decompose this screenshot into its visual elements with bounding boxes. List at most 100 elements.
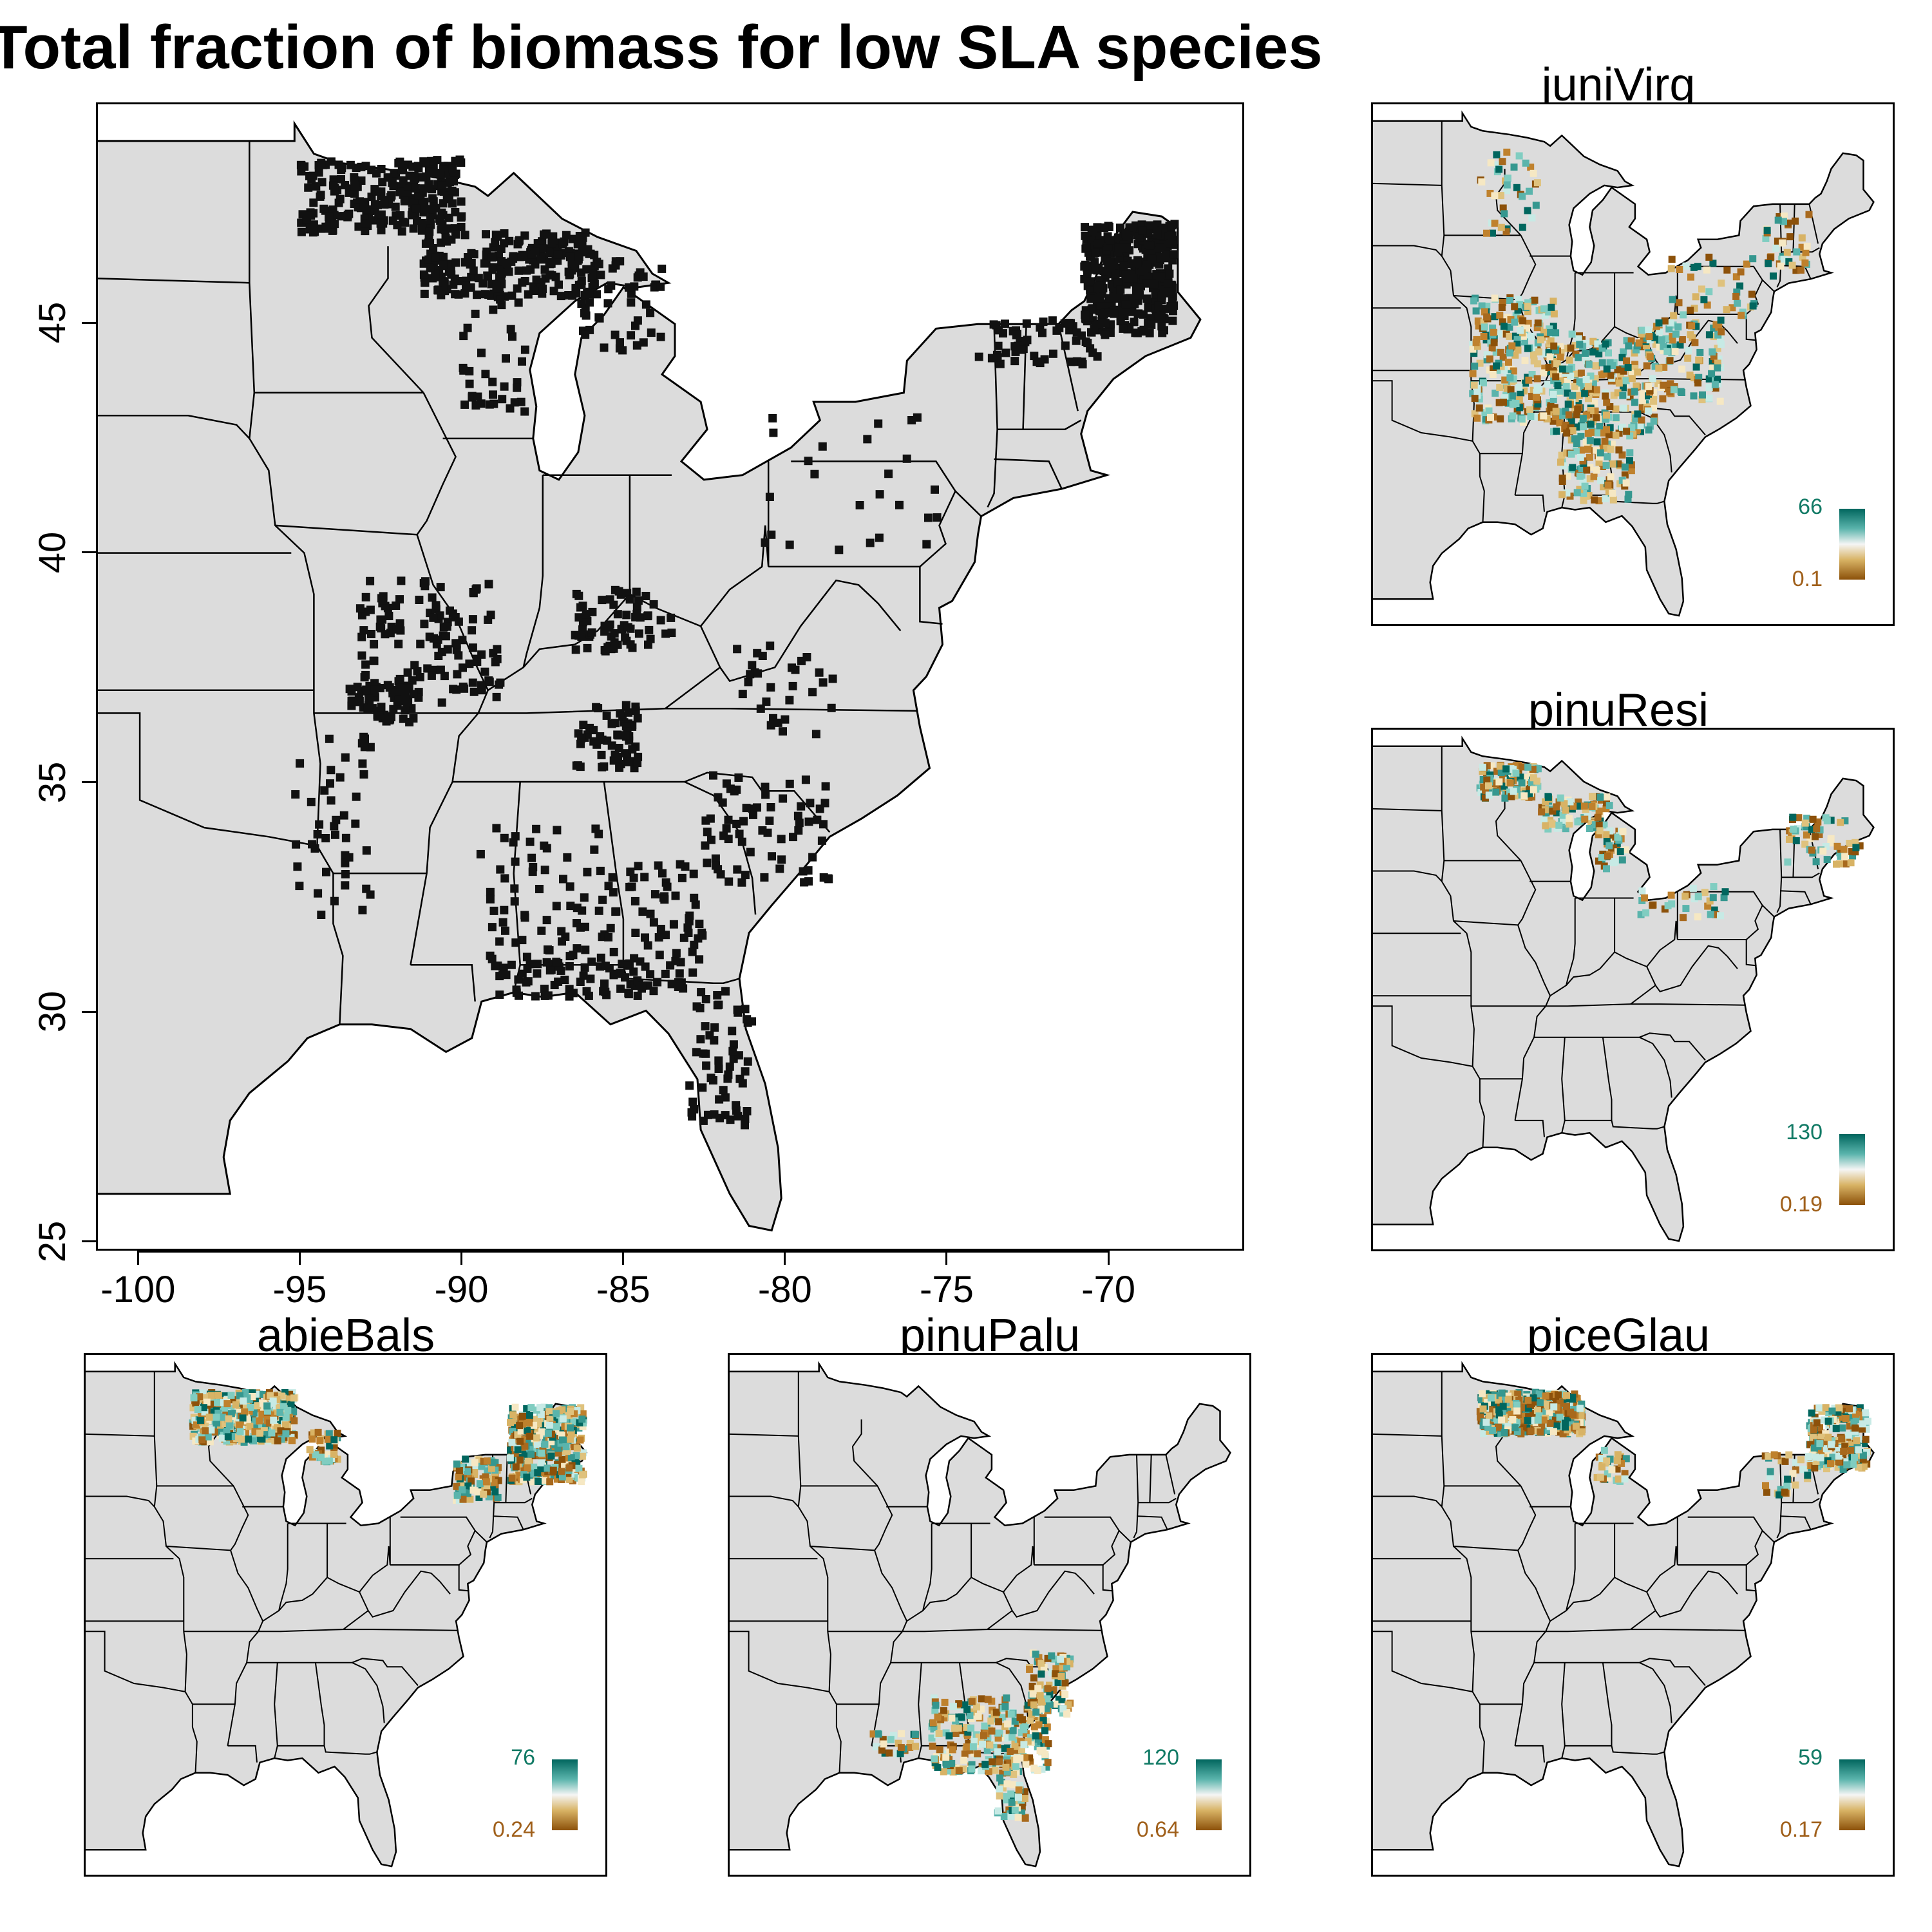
plot-point	[511, 938, 520, 947]
plot-point	[491, 1488, 499, 1496]
plot-point	[1543, 1426, 1550, 1434]
plot-point	[1802, 249, 1810, 256]
plot-point	[512, 1463, 520, 1471]
plot-point	[1551, 1390, 1558, 1398]
plot-point	[994, 1807, 1002, 1815]
plot-point	[513, 284, 522, 293]
plot-point	[1593, 466, 1600, 474]
plot-point	[1512, 312, 1520, 319]
plot-point	[1638, 327, 1646, 334]
plot-point	[489, 305, 498, 314]
plot-point	[490, 1479, 498, 1486]
plot-point	[1705, 288, 1713, 296]
plot-point	[1009, 1733, 1016, 1741]
plot-point	[350, 182, 359, 191]
plot-point	[316, 192, 325, 201]
plot-point	[728, 1046, 737, 1056]
plot-point	[498, 918, 507, 927]
plot-point	[1146, 241, 1155, 250]
plot-point	[1038, 1765, 1046, 1773]
plot-point	[611, 907, 620, 916]
plot-point	[884, 469, 893, 478]
plot-point	[274, 1437, 281, 1444]
plot-point	[346, 160, 355, 169]
plot-point	[1652, 341, 1660, 348]
plot-point	[594, 906, 603, 915]
plot-point	[428, 205, 437, 214]
plot-point	[828, 674, 837, 683]
plot-point	[454, 651, 463, 660]
plot-point	[322, 867, 330, 876]
plot-point	[1533, 375, 1541, 383]
plot-point	[451, 230, 460, 239]
plot-point	[1603, 365, 1611, 373]
plot-point	[1634, 426, 1641, 433]
plot-point	[961, 1701, 968, 1709]
plot-point	[549, 287, 558, 296]
plot-point	[743, 1015, 752, 1024]
plot-point	[482, 1478, 490, 1486]
plot-point	[1481, 409, 1489, 417]
plot-point	[330, 220, 339, 229]
plot-point	[933, 513, 942, 522]
plot-point	[1032, 1651, 1039, 1658]
plot-point	[395, 187, 404, 196]
plot-point	[626, 640, 635, 649]
plot-point	[485, 677, 494, 687]
plot-point	[998, 1779, 1005, 1786]
plot-point	[315, 820, 324, 829]
plot-point	[1846, 840, 1853, 847]
plot-point	[1164, 279, 1173, 288]
plot-point	[1510, 1390, 1517, 1397]
plot-point	[1022, 1730, 1030, 1738]
state-border	[1564, 1745, 1665, 1755]
plot-point	[928, 1734, 936, 1742]
plot-point	[426, 263, 435, 272]
plot-point	[1000, 1813, 1008, 1820]
plot-point	[243, 1414, 251, 1422]
plot-point	[426, 216, 435, 225]
state-border	[810, 1485, 893, 1551]
plot-point	[996, 1774, 1004, 1782]
plot-point	[1498, 304, 1506, 311]
plot-point	[1595, 808, 1603, 815]
plot-point	[327, 766, 336, 775]
land-shape	[98, 120, 1202, 1232]
plot-point	[560, 237, 569, 246]
plot-point	[291, 790, 300, 799]
plot-point	[1780, 256, 1788, 263]
plot-point	[293, 862, 302, 871]
plot-point	[538, 1459, 545, 1467]
plot-point	[1602, 415, 1609, 423]
plot-point	[314, 889, 323, 898]
plot-point	[1801, 259, 1809, 267]
plot-point	[624, 757, 633, 766]
plot-point	[1004, 1720, 1012, 1728]
plot-point	[554, 250, 563, 259]
plot-point	[695, 955, 704, 964]
plot-point	[1546, 325, 1553, 333]
plot-point	[395, 595, 404, 604]
plot-point	[702, 1061, 711, 1070]
plot-point	[1847, 859, 1855, 867]
plot-point	[634, 629, 643, 638]
plot-point	[441, 632, 450, 641]
plot-point	[1710, 353, 1718, 361]
plot-point	[1788, 261, 1796, 269]
plot-point	[437, 181, 446, 190]
plot-point	[1540, 816, 1548, 824]
plot-point	[1506, 374, 1514, 382]
plot-point	[577, 1404, 585, 1412]
plot-point	[1576, 472, 1584, 480]
plot-point	[464, 253, 472, 261]
plot-point	[1813, 825, 1821, 833]
plot-point	[1643, 342, 1651, 350]
plot-point	[1512, 769, 1520, 777]
map-panel-abiebals	[84, 1353, 607, 1877]
plot-point	[256, 1429, 263, 1437]
plot-point	[1591, 399, 1598, 407]
plot-point	[889, 1732, 897, 1739]
plot-point	[1609, 844, 1617, 852]
plot-point	[1708, 370, 1716, 377]
